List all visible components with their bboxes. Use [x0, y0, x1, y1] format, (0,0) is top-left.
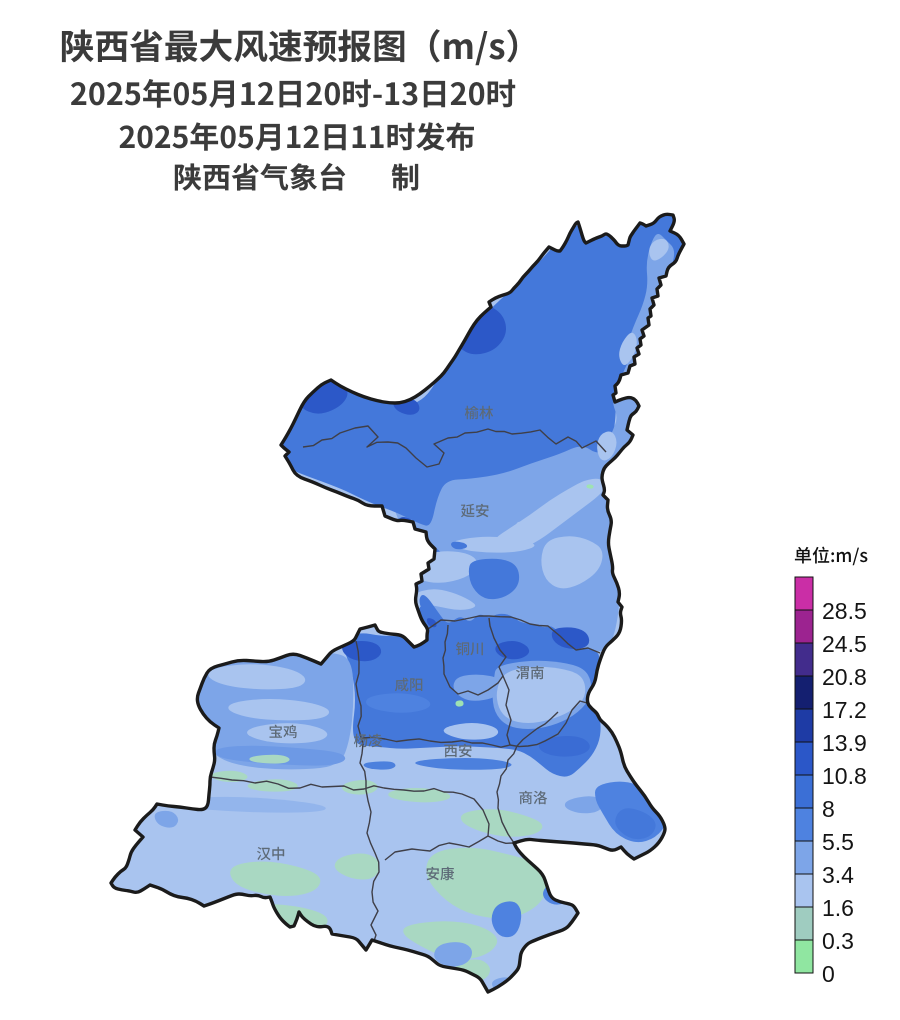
svg-text:13.9: 13.9: [822, 730, 867, 756]
svg-text:5.5: 5.5: [822, 829, 854, 855]
svg-text:10.8: 10.8: [822, 763, 867, 789]
svg-text:28.5: 28.5: [822, 598, 867, 624]
svg-text:0: 0: [822, 961, 835, 987]
svg-text:17.2: 17.2: [822, 697, 867, 723]
svg-text:20.8: 20.8: [822, 664, 867, 690]
svg-text:1.6: 1.6: [822, 895, 854, 921]
svg-text:3.4: 3.4: [822, 862, 854, 888]
svg-text:8: 8: [822, 796, 835, 822]
svg-text:0.3: 0.3: [822, 928, 854, 954]
svg-text:24.5: 24.5: [822, 631, 867, 657]
